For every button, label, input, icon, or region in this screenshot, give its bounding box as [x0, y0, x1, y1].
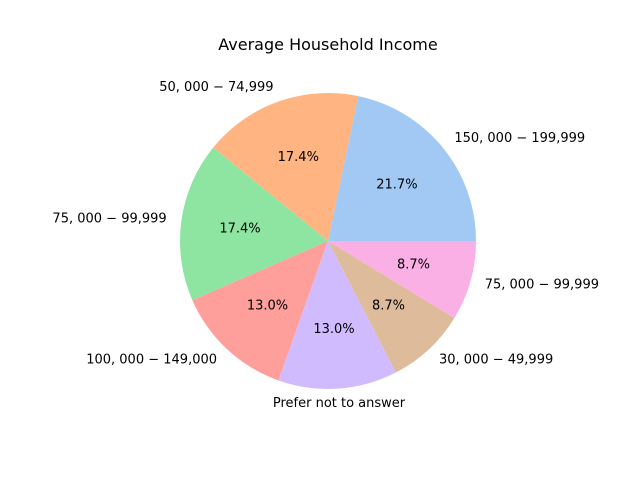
- slice-label-6: 30, 000 − 49,999: [439, 353, 553, 368]
- pie-slices: [179, 93, 476, 389]
- percent-label-1: 21.7%: [376, 178, 417, 193]
- pie-slice-3: [179, 147, 328, 301]
- slice-label-5: Prefer not to answer: [273, 396, 406, 411]
- pie-slice-5: [278, 241, 396, 389]
- slice-label-1: 150, 000 − 199,999: [454, 131, 585, 146]
- slice-label-4: 100, 000 − 149,000: [86, 353, 217, 368]
- percent-labels: 21.7% 17.4% 17.4% 13.0% 13.0% 8.7% 8.7%: [219, 150, 430, 337]
- percent-label-5: 13.0%: [313, 322, 354, 337]
- pie-slice-4: [192, 241, 328, 381]
- pie-slice-2: [213, 93, 359, 241]
- chart-title: Average Household Income: [218, 35, 437, 54]
- pie-slice-7: [328, 241, 476, 318]
- slice-labels: 150, 000 − 199,999 50, 000 − 74,999 75, 00…: [52, 80, 599, 411]
- percent-label-3: 17.4%: [219, 222, 260, 237]
- pie-slice-1: [328, 96, 476, 241]
- pie-slice-6: [328, 241, 455, 373]
- percent-label-6: 8.7%: [372, 298, 405, 313]
- percent-label-4: 13.0%: [247, 298, 288, 313]
- slice-label-2: 50, 000 − 74,999: [159, 80, 273, 95]
- percent-label-2: 17.4%: [278, 150, 319, 165]
- slice-label-3: 75, 000 − 99,999: [52, 212, 166, 227]
- percent-label-7: 8.7%: [397, 257, 430, 272]
- slice-label-7: 75, 000 − 99,999: [485, 277, 599, 292]
